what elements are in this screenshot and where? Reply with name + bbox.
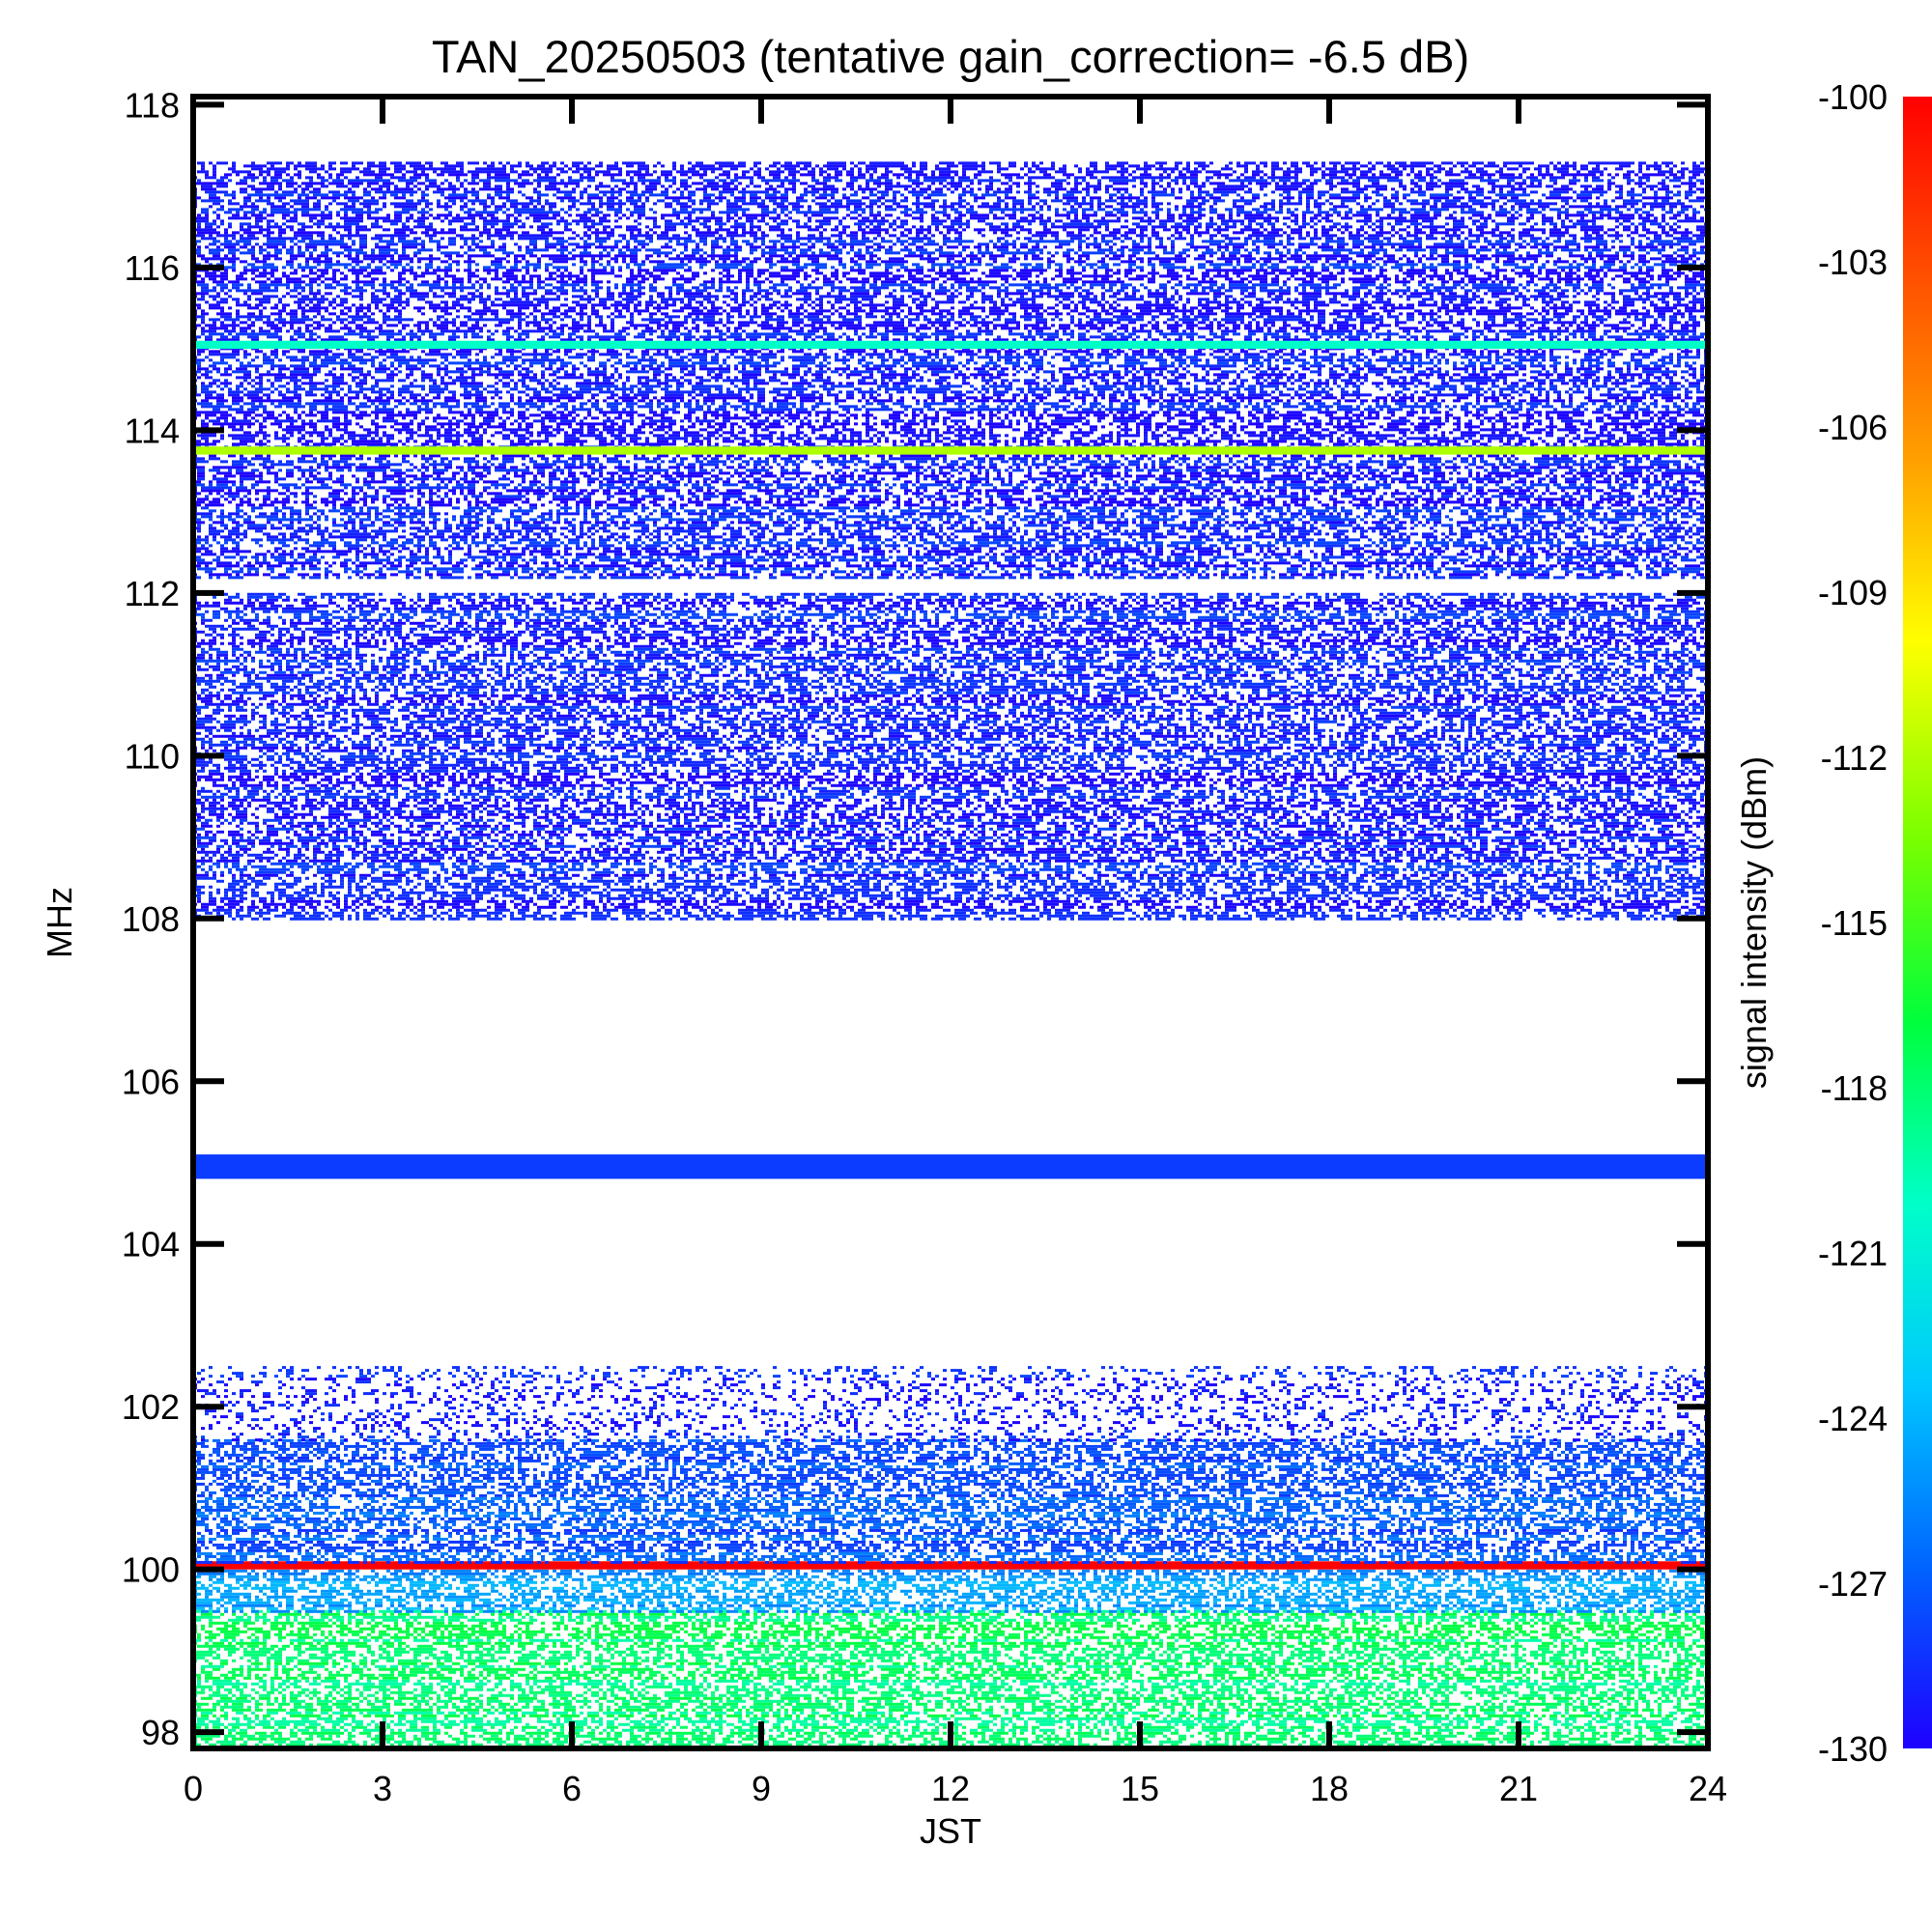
y-tick-label: 106 xyxy=(122,1062,180,1101)
chart-title: TAN_20250503 (tentative gain_correction=… xyxy=(432,31,1469,82)
x-axis-ticks: 0 3 6 9 12 15 18 21 24 xyxy=(184,97,1727,1808)
x-tick-label: 18 xyxy=(1310,1769,1349,1808)
y-tick-label: 104 xyxy=(122,1225,180,1264)
frequency-band xyxy=(193,592,1708,921)
y-tick-label: 112 xyxy=(125,574,180,613)
y-tick-label: 100 xyxy=(122,1550,180,1590)
y-tick-label: 110 xyxy=(125,736,180,776)
x-tick-label: 15 xyxy=(1121,1769,1159,1808)
frequency-band xyxy=(193,1154,1708,1179)
colorbar-tick-label: -100 xyxy=(1818,77,1888,117)
colorbar-tick-label: -106 xyxy=(1818,408,1888,447)
colorbar-tick-label: -130 xyxy=(1818,1729,1888,1769)
y-tick-label: 108 xyxy=(122,899,180,939)
colorbar-tick-label: -118 xyxy=(1821,1068,1888,1108)
colorbar-tick-label: -103 xyxy=(1818,242,1888,282)
frequency-band xyxy=(193,1366,1708,1442)
y-axis-ticks: 98 100 102 104 106 108 110 112 114 116 118 xyxy=(122,85,1708,1752)
colorbar-tick-label: -109 xyxy=(1818,573,1888,612)
y-tick-label: 118 xyxy=(125,85,180,125)
frequency-band xyxy=(193,161,1708,580)
frequency-band xyxy=(193,446,1708,455)
y-tick-label: 114 xyxy=(125,411,180,450)
y-tick-label: 98 xyxy=(141,1713,180,1752)
y-tick-label: 116 xyxy=(125,248,180,288)
y-axis-label: MHz xyxy=(40,887,79,958)
y-tick-label: 102 xyxy=(122,1387,180,1427)
x-tick-label: 12 xyxy=(931,1769,970,1808)
x-tick-label: 6 xyxy=(562,1769,582,1808)
x-tick-label: 21 xyxy=(1499,1769,1538,1808)
colorbar-tick-label: -124 xyxy=(1818,1399,1888,1438)
colorbar-tick-label: -127 xyxy=(1818,1564,1888,1604)
frequency-band xyxy=(193,340,1708,350)
frequency-band xyxy=(193,1438,1708,1564)
x-tick-label: 3 xyxy=(373,1769,392,1808)
colorbar-tick-label: -121 xyxy=(1818,1234,1888,1273)
frequency-band xyxy=(193,1561,1708,1570)
colorbar xyxy=(1903,97,1932,1748)
colorbar-tick-label: -115 xyxy=(1821,903,1888,943)
colorbar-tick-label: -112 xyxy=(1821,738,1888,778)
x-tick-label: 9 xyxy=(752,1769,771,1808)
colorbar-label: signal intensity (dBm) xyxy=(1734,756,1774,1089)
frequency-band xyxy=(193,1569,1708,1613)
spectrogram-heatmap xyxy=(193,161,1708,1748)
x-tick-label: 0 xyxy=(184,1769,203,1808)
colorbar-ticks: -100 -103 -106 -109 -112 -115 -118 -121 -124 -127… xyxy=(1818,77,1888,1769)
x-tick-label: 24 xyxy=(1689,1769,1727,1808)
x-axis-label: JST xyxy=(920,1811,981,1851)
